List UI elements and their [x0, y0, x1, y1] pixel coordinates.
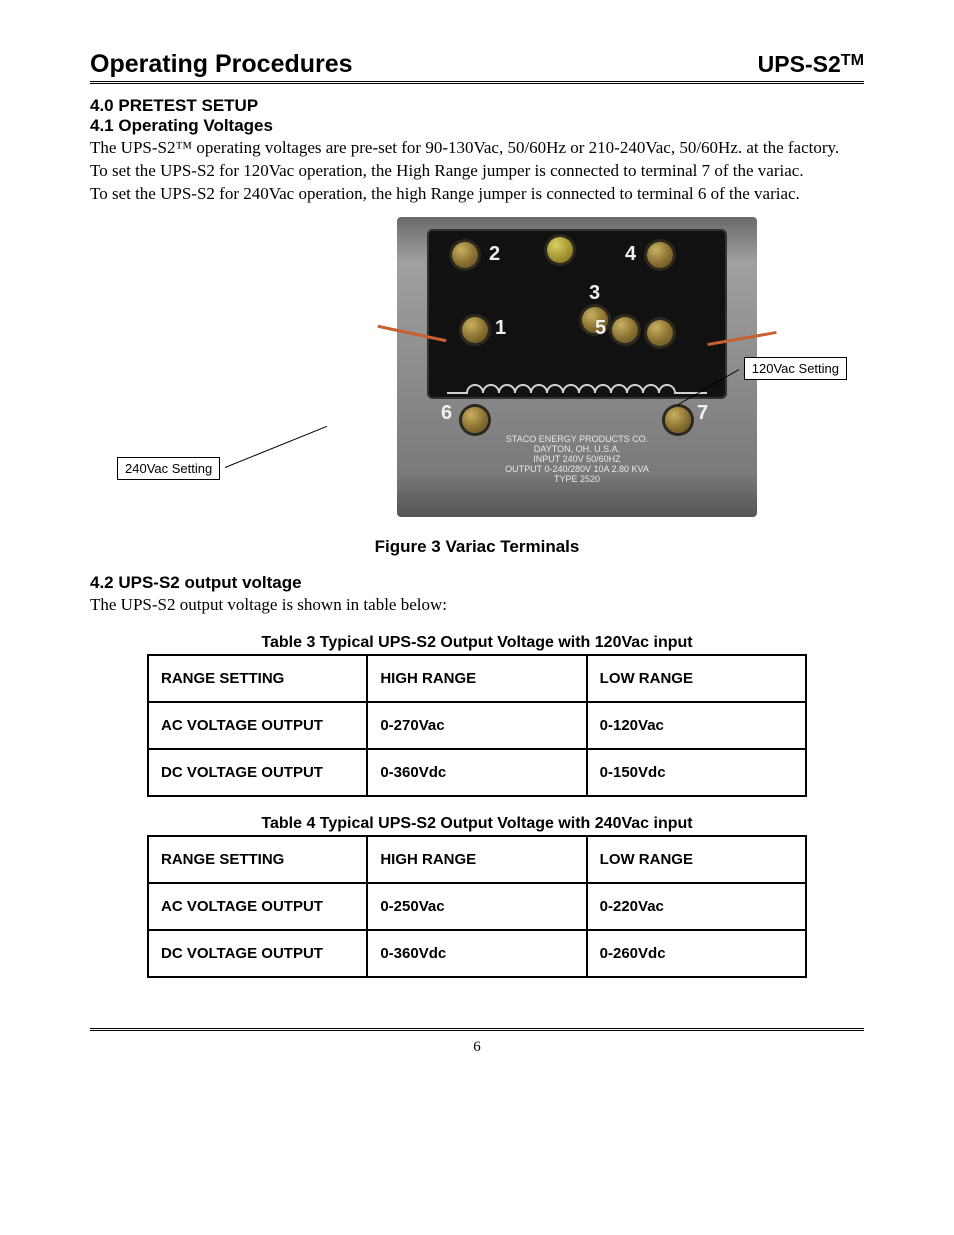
table-cell: HIGH RANGE — [367, 655, 586, 702]
figure-3-container: 2 4 3 1 5 6 7 STACO ENERGY PRODUCTS CO. — [197, 217, 757, 527]
table-cell: 0-250Vac — [367, 883, 586, 930]
table-cell: RANGE SETTING — [148, 836, 367, 883]
trademark-symbol: TM — [841, 51, 864, 69]
paragraph-voltages-3: To set the UPS-S2 for 240Vac operation, … — [90, 183, 864, 205]
terminal-1-label: 1 — [495, 317, 506, 340]
page-header: Operating Procedures UPS-S2TM — [90, 50, 864, 84]
table-cell: AC VOLTAGE OUTPUT — [148, 883, 367, 930]
table-3: RANGE SETTING HIGH RANGE LOW RANGE AC VO… — [147, 654, 807, 797]
table-4: RANGE SETTING HIGH RANGE LOW RANGE AC VO… — [147, 835, 807, 978]
table-row: AC VOLTAGE OUTPUT 0-270Vac 0-120Vac — [148, 702, 806, 749]
page-footer: 6 — [90, 1028, 864, 1056]
paragraph-output-voltage: The UPS-S2 output voltage is shown in ta… — [90, 594, 864, 616]
table-3-caption: Table 3 Typical UPS-S2 Output Voltage wi… — [90, 634, 864, 652]
table-cell: 0-260Vdc — [587, 930, 806, 977]
table-row: AC VOLTAGE OUTPUT 0-250Vac 0-220Vac — [148, 883, 806, 930]
table-cell: LOW RANGE — [587, 655, 806, 702]
table-cell: 0-270Vac — [367, 702, 586, 749]
paragraph-voltages-1: The UPS-S2™ operating voltages are pre-s… — [90, 137, 864, 159]
coil-diagram-icon — [447, 377, 707, 395]
terminal-2-label: 2 — [489, 243, 500, 266]
callout-120vac: 120Vac Setting — [744, 357, 847, 380]
table-cell: 0-150Vdc — [587, 749, 806, 796]
terminal-6-label: 6 — [441, 402, 452, 425]
header-title-left: Operating Procedures — [90, 50, 353, 79]
table-cell: AC VOLTAGE OUTPUT — [148, 702, 367, 749]
terminal-5-label: 5 — [595, 317, 606, 340]
table-cell: 0-360Vdc — [367, 930, 586, 977]
terminal-4-label: 4 — [625, 243, 636, 266]
nameplate-line-5: TYPE 2520 — [397, 475, 757, 485]
variac-photo: 2 4 3 1 5 6 7 STACO ENERGY PRODUCTS CO. — [397, 217, 757, 517]
table-cell: DC VOLTAGE OUTPUT — [148, 930, 367, 977]
section-4-0-title: 4.0 PRETEST SETUP — [90, 96, 864, 116]
table-row: RANGE SETTING HIGH RANGE LOW RANGE — [148, 836, 806, 883]
header-product: UPS-S2 — [758, 51, 841, 77]
section-4-2-title: 4.2 UPS-S2 output voltage — [90, 573, 864, 593]
callout-240vac-line — [225, 426, 327, 468]
table-4-caption: Table 4 Typical UPS-S2 Output Voltage wi… — [90, 815, 864, 833]
terminal-3-label: 3 — [589, 282, 600, 305]
document-page: Operating Procedures UPS-S2TM 4.0 PRETES… — [0, 0, 954, 1096]
table-cell: RANGE SETTING — [148, 655, 367, 702]
table-cell: 0-220Vac — [587, 883, 806, 930]
table-row: DC VOLTAGE OUTPUT 0-360Vdc 0-260Vdc — [148, 930, 806, 977]
section-4-1-title: 4.1 Operating Voltages — [90, 116, 864, 136]
paragraph-voltages-2: To set the UPS-S2 for 120Vac operation, … — [90, 160, 864, 182]
table-cell: HIGH RANGE — [367, 836, 586, 883]
table-cell: LOW RANGE — [587, 836, 806, 883]
page-number: 6 — [473, 1039, 481, 1055]
table-row: DC VOLTAGE OUTPUT 0-360Vdc 0-150Vdc — [148, 749, 806, 796]
header-title-right: UPS-S2TM — [758, 51, 864, 78]
terminal-7-label: 7 — [697, 402, 708, 425]
table-cell: DC VOLTAGE OUTPUT — [148, 749, 367, 796]
table-row: RANGE SETTING HIGH RANGE LOW RANGE — [148, 655, 806, 702]
table-cell: 0-360Vdc — [367, 749, 586, 796]
table-cell: 0-120Vac — [587, 702, 806, 749]
callout-240vac: 240Vac Setting — [117, 457, 220, 480]
figure-3-caption: Figure 3 Variac Terminals — [90, 537, 864, 557]
